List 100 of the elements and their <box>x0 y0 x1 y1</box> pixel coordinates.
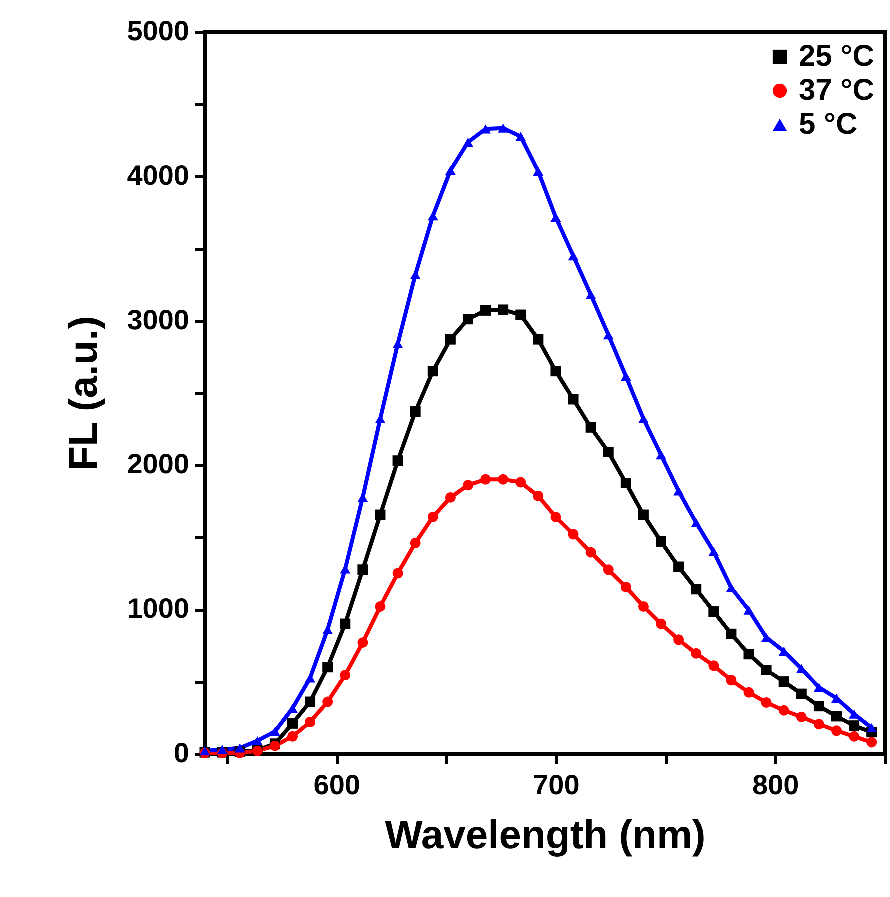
point <box>708 547 720 556</box>
point <box>498 124 509 133</box>
point <box>217 745 228 754</box>
point <box>586 422 596 433</box>
point <box>674 562 684 572</box>
point <box>656 618 666 630</box>
point <box>270 727 280 736</box>
point <box>656 536 666 547</box>
point <box>814 701 824 712</box>
point <box>462 314 474 325</box>
point <box>778 705 790 716</box>
point <box>305 696 316 708</box>
point <box>849 731 860 742</box>
point <box>674 634 684 646</box>
point <box>708 660 720 672</box>
point <box>832 726 842 736</box>
point <box>375 601 386 612</box>
point <box>638 414 649 424</box>
point <box>744 606 754 615</box>
point <box>462 138 474 148</box>
y-axis-title: FL (a.u.) <box>62 316 106 471</box>
point <box>322 696 334 708</box>
point <box>428 366 438 377</box>
x-tick-label: 600 <box>314 770 360 800</box>
legend-label: 25 °C <box>799 40 874 73</box>
point <box>832 711 842 722</box>
point <box>550 366 562 377</box>
point <box>428 212 438 221</box>
y-tick-label: 4000 <box>127 160 190 191</box>
legend-label: 5 °C <box>799 108 858 141</box>
x-axis-title: Wavelength (nm) <box>385 814 706 858</box>
point <box>322 625 334 634</box>
point <box>568 252 579 261</box>
point <box>744 649 754 660</box>
point <box>428 512 438 522</box>
point <box>796 688 807 700</box>
legend-label: 37 °C <box>799 74 874 107</box>
point <box>288 704 298 714</box>
point <box>726 583 737 592</box>
point <box>445 334 456 345</box>
x-tick-label: 800 <box>752 770 800 800</box>
point <box>866 723 878 733</box>
point <box>533 491 544 502</box>
point <box>761 665 772 676</box>
point <box>691 648 702 659</box>
point <box>410 538 421 548</box>
point <box>638 510 649 520</box>
point <box>516 132 526 142</box>
point <box>603 446 614 458</box>
point <box>392 568 404 579</box>
point <box>340 618 351 630</box>
point <box>358 638 368 648</box>
point <box>568 529 579 540</box>
point <box>778 676 790 688</box>
point <box>445 166 456 176</box>
point <box>516 477 526 488</box>
point <box>533 166 544 176</box>
point <box>288 718 298 729</box>
point <box>498 474 509 485</box>
y-tick-label: 1000 <box>127 593 190 624</box>
point <box>480 305 492 316</box>
point <box>691 584 702 595</box>
y-tick-label: 0 <box>174 738 190 768</box>
y-tick-label: 3000 <box>127 304 190 336</box>
point <box>586 547 596 558</box>
point <box>726 628 737 640</box>
point <box>375 510 386 520</box>
point <box>498 304 509 316</box>
point <box>305 674 316 683</box>
point <box>620 372 632 382</box>
point <box>516 310 526 320</box>
point <box>708 606 720 618</box>
point <box>814 719 824 730</box>
y-tick-label: 2000 <box>127 448 190 480</box>
point <box>480 474 492 485</box>
point <box>305 717 316 728</box>
point <box>603 564 614 576</box>
point <box>638 601 649 612</box>
point <box>744 687 754 698</box>
point <box>252 736 263 746</box>
point <box>568 394 579 405</box>
point <box>761 698 772 708</box>
point <box>620 582 632 592</box>
point <box>674 486 684 496</box>
point <box>288 731 298 742</box>
point <box>392 456 404 466</box>
point <box>533 334 544 345</box>
point <box>358 564 368 576</box>
point <box>726 675 737 686</box>
point <box>620 478 632 488</box>
point <box>550 512 562 522</box>
point <box>866 737 878 748</box>
point <box>814 683 824 692</box>
point <box>322 662 334 673</box>
point <box>849 720 860 732</box>
point <box>603 330 614 340</box>
y-tick-label: 5000 <box>127 16 190 46</box>
point <box>462 480 474 491</box>
point <box>691 518 702 528</box>
point <box>550 212 562 222</box>
